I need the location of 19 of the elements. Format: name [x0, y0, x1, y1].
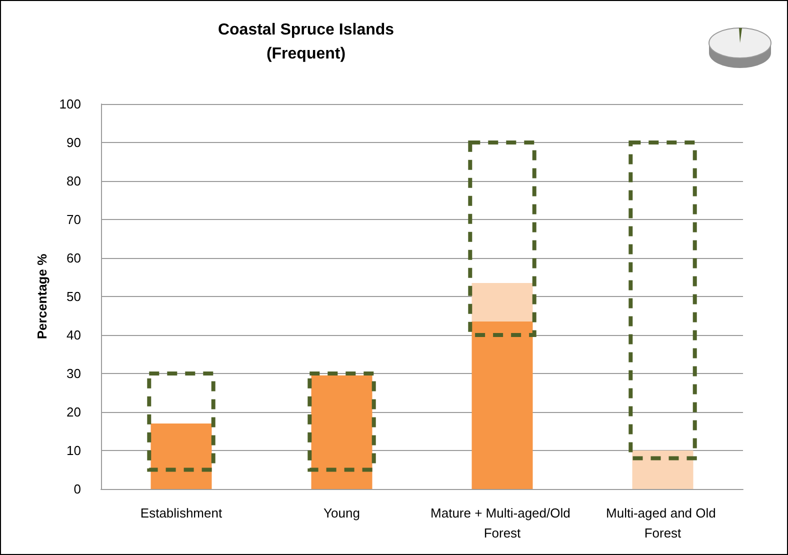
- y-tick-label: 10: [66, 443, 81, 458]
- x-tick-label: Mature + Multi-aged/Old Forest: [430, 506, 574, 540]
- y-tick-label: 60: [66, 250, 81, 266]
- y-tick-label: 70: [66, 212, 81, 227]
- x-tick-label: Young: [324, 506, 360, 520]
- x-tick-label: Multi-aged and Old Forest: [606, 506, 720, 540]
- y-tick-label: 30: [66, 366, 81, 381]
- y-tick-label: 50: [66, 289, 81, 304]
- y-tick-label: 100: [59, 96, 81, 112]
- y-tick-label: 80: [66, 174, 81, 188]
- bar: [632, 450, 694, 489]
- y-tick-label: 20: [66, 404, 81, 420]
- y-tick-label: 90: [66, 135, 81, 150]
- bar: [472, 283, 533, 322]
- y-tick-label: 0: [74, 482, 81, 496]
- chart-title: Coastal Spruce Islands (Frequent): [218, 22, 394, 62]
- y-axis-title: Percentage %: [34, 253, 50, 340]
- x-tick-label: Establishment: [140, 506, 222, 520]
- y-tick-label: 40: [66, 328, 81, 342]
